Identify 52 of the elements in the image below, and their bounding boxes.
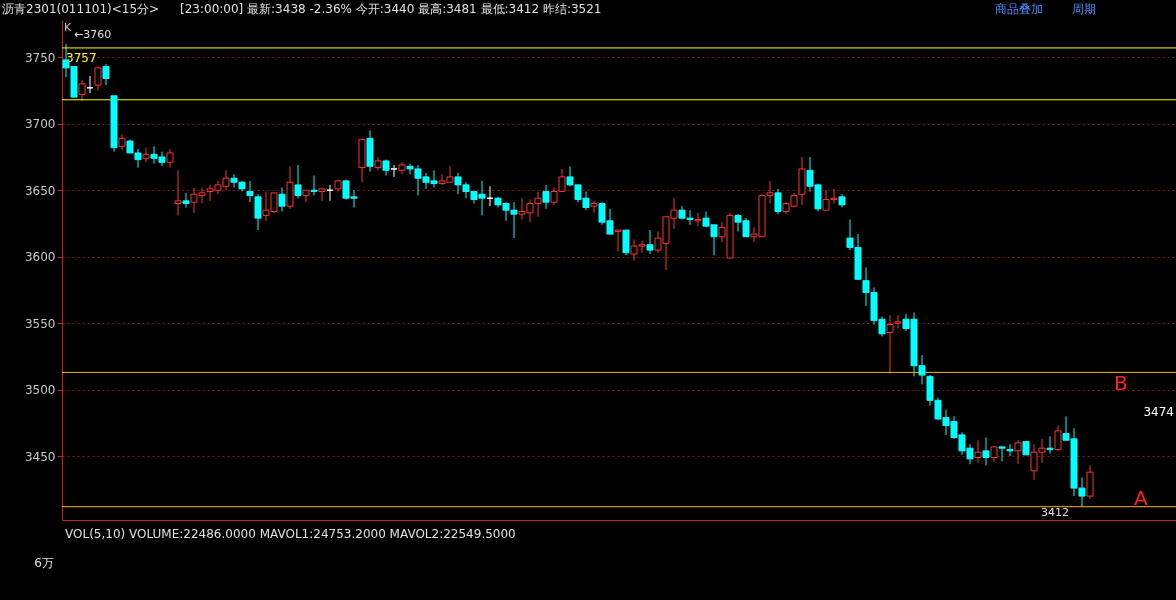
candlestick (590, 200, 598, 214)
y-tick-label: 3600 (24, 250, 56, 265)
candlestick (78, 79, 86, 102)
candlestick (182, 192, 190, 208)
candlestick (614, 229, 622, 252)
candlestick (1014, 439, 1022, 465)
candlestick (390, 164, 398, 178)
y-tick-label: 3550 (24, 316, 56, 331)
y-tick-label: 3650 (24, 183, 56, 198)
annotation: K (64, 21, 72, 34)
text: 商品叠加 (995, 2, 1043, 16)
ref-line-label: B (1114, 371, 1128, 396)
text: VOL(5,10) VOLUME:22486.0000 MAVOL1:24753.2000 MAVOL2:22549.5000 (65, 527, 516, 541)
candlestick (318, 187, 326, 202)
annotation: 3412 (1041, 505, 1069, 519)
annotation: ←3760 (74, 27, 112, 41)
candlestick (1086, 464, 1094, 500)
candlestick (166, 148, 174, 169)
candlestick (886, 314, 894, 375)
candlestick (542, 184, 550, 210)
chart-title: 沥青2301(011101)<15分> (2, 2, 160, 16)
y-tick-label: 3450 (24, 449, 56, 464)
candlestick (102, 63, 110, 86)
text: 周期 (1072, 2, 1096, 16)
candlestick (998, 446, 1006, 462)
y-tick-label: 3700 (24, 117, 56, 132)
candlestick (310, 175, 318, 197)
candlestick (286, 165, 294, 210)
candlestick (246, 180, 254, 203)
candlestick (622, 229, 630, 256)
y-tick-label: 3750 (24, 50, 56, 65)
candlestick (294, 164, 302, 199)
candlestick (1054, 425, 1062, 452)
candlestick (646, 229, 654, 255)
candlestick (1046, 435, 1054, 455)
chart-subtitle: [23:00:00] 最新:3438 -2.36% 今开:3440 最高:3481 最低:3412 昨结:3521 (180, 2, 602, 16)
candlestick (894, 314, 902, 330)
candlestick (1006, 443, 1014, 457)
candlestick (254, 193, 262, 231)
ref-line-label: 3757 (66, 50, 97, 65)
candlestick (982, 437, 990, 466)
candlestick (142, 147, 150, 163)
text: 6万 (34, 556, 54, 570)
candlestick (174, 169, 182, 216)
candlestick (774, 188, 782, 215)
candlestick (974, 439, 982, 464)
ref-line-label: A (1134, 485, 1148, 510)
candlestick (302, 189, 310, 203)
text: 3474 (1143, 405, 1174, 419)
candlestick (694, 212, 702, 227)
y-tick-label: 3500 (24, 383, 56, 398)
candlestick (278, 187, 286, 212)
